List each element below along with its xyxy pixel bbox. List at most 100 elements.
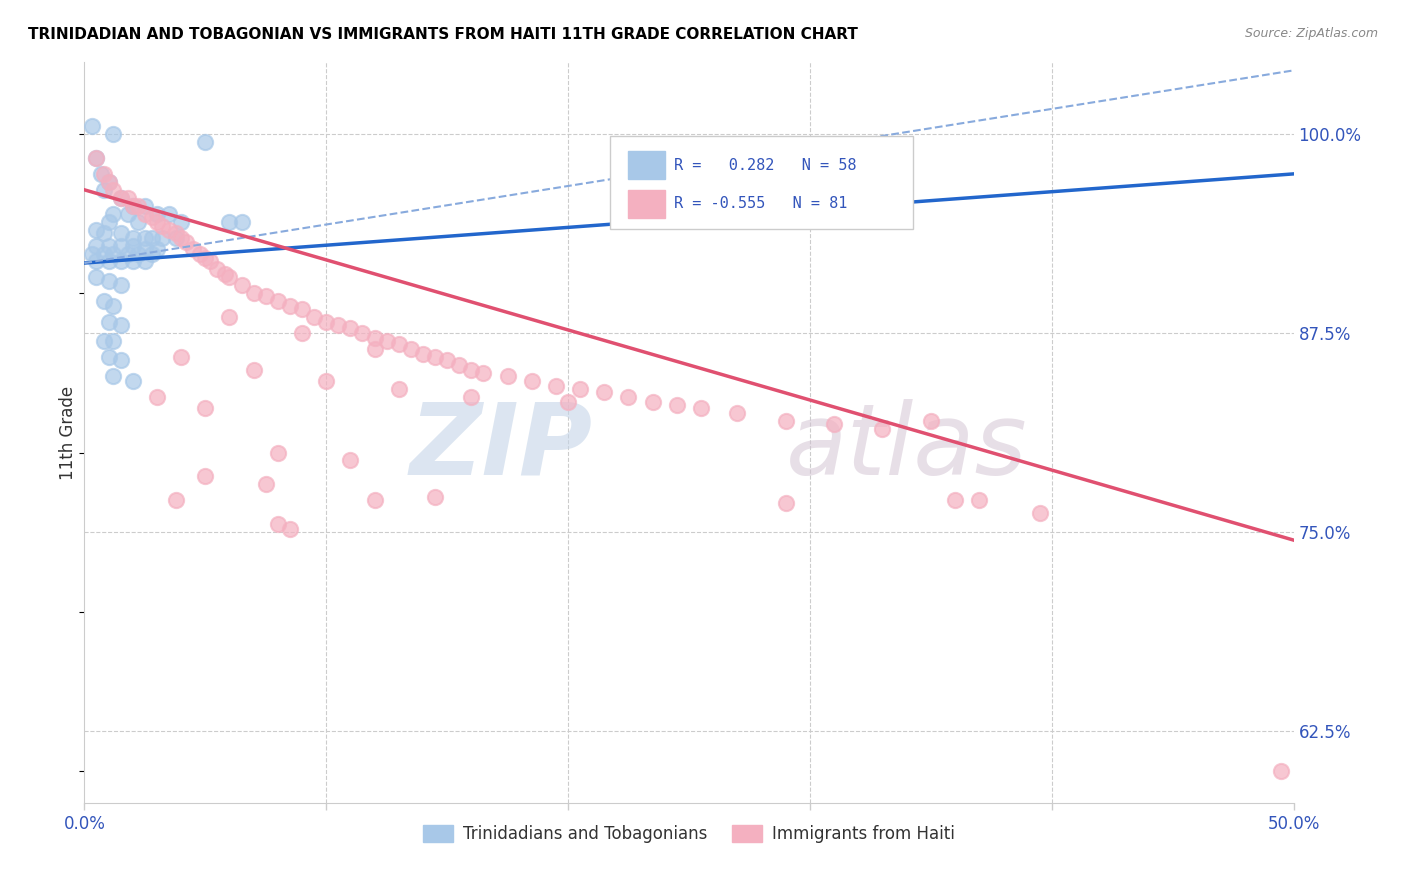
Point — [423, 350, 446, 364]
Point — [725, 210, 748, 224]
Point — [170, 350, 193, 364]
Point — [165, 226, 187, 240]
Point — [943, 493, 966, 508]
Point — [103, 334, 125, 348]
Point — [150, 230, 173, 244]
Point — [141, 210, 163, 224]
Point — [218, 270, 240, 285]
Point — [117, 191, 139, 205]
Point — [388, 382, 411, 396]
Point — [315, 315, 337, 329]
Point — [278, 299, 301, 313]
Point — [363, 493, 385, 508]
Point — [242, 286, 264, 301]
Point — [423, 490, 446, 504]
Point — [315, 374, 337, 388]
Point — [472, 366, 495, 380]
Point — [363, 331, 385, 345]
Point — [110, 238, 132, 252]
Point — [593, 384, 616, 399]
Point — [242, 362, 264, 376]
Point — [86, 151, 108, 165]
Point — [110, 226, 132, 240]
Point — [775, 496, 797, 510]
Point — [198, 254, 221, 268]
Point — [93, 183, 115, 197]
Point — [134, 254, 156, 268]
Point — [302, 310, 325, 325]
Point — [339, 321, 361, 335]
Legend: Trinidadians and Tobagonians, Immigrants from Haiti: Trinidadians and Tobagonians, Immigrants… — [416, 819, 962, 850]
Point — [194, 135, 217, 149]
Point — [1028, 506, 1050, 520]
Text: TRINIDADIAN AND TOBAGONIAN VS IMMIGRANTS FROM HAITI 11TH GRADE CORRELATION CHART: TRINIDADIAN AND TOBAGONIAN VS IMMIGRANTS… — [28, 27, 858, 42]
Point — [569, 382, 592, 396]
Point — [121, 254, 143, 268]
Point — [520, 374, 543, 388]
Point — [121, 374, 143, 388]
Bar — [628, 152, 665, 179]
Point — [665, 398, 688, 412]
Point — [103, 246, 125, 260]
Point — [157, 222, 180, 236]
Point — [194, 252, 217, 266]
Text: ZIP: ZIP — [409, 399, 592, 496]
Point — [127, 246, 149, 260]
Point — [174, 235, 197, 250]
Point — [363, 342, 385, 356]
Point — [617, 390, 640, 404]
Point — [231, 214, 253, 228]
Point — [117, 246, 139, 260]
Point — [641, 394, 664, 409]
Point — [165, 230, 187, 244]
Point — [207, 262, 229, 277]
Point — [218, 214, 240, 228]
Point — [150, 219, 173, 234]
Y-axis label: 11th Grade: 11th Grade — [59, 385, 77, 480]
Point — [254, 289, 277, 303]
Point — [690, 401, 713, 415]
Point — [544, 378, 567, 392]
Point — [93, 334, 115, 348]
Text: Source: ZipAtlas.com: Source: ZipAtlas.com — [1244, 27, 1378, 40]
Point — [110, 254, 132, 268]
Point — [267, 517, 290, 532]
Point — [80, 119, 103, 133]
Text: atlas: atlas — [786, 399, 1028, 496]
Point — [141, 246, 163, 260]
Point — [967, 493, 990, 508]
Point — [218, 310, 240, 325]
Point — [117, 207, 139, 221]
Point — [146, 390, 169, 404]
Point — [121, 238, 143, 252]
Point — [80, 246, 103, 260]
Bar — [628, 190, 665, 218]
Point — [823, 417, 845, 431]
Point — [86, 238, 108, 252]
Point — [170, 230, 193, 244]
Point — [97, 214, 120, 228]
Point — [388, 337, 411, 351]
Point — [97, 238, 120, 252]
FancyBboxPatch shape — [610, 136, 912, 229]
Point — [190, 246, 212, 260]
Point — [436, 353, 458, 368]
Point — [127, 214, 149, 228]
Point — [103, 207, 125, 221]
Point — [214, 267, 236, 281]
Point — [86, 254, 108, 268]
Point — [146, 214, 169, 228]
Point — [121, 230, 143, 244]
Point — [134, 230, 156, 244]
Point — [725, 406, 748, 420]
Point — [110, 278, 132, 293]
Point — [339, 453, 361, 467]
Point — [146, 242, 169, 256]
Point — [110, 318, 132, 333]
Point — [775, 414, 797, 428]
Point — [97, 274, 120, 288]
Point — [97, 254, 120, 268]
Point — [1270, 764, 1292, 778]
Point — [86, 222, 108, 236]
Point — [267, 445, 290, 459]
